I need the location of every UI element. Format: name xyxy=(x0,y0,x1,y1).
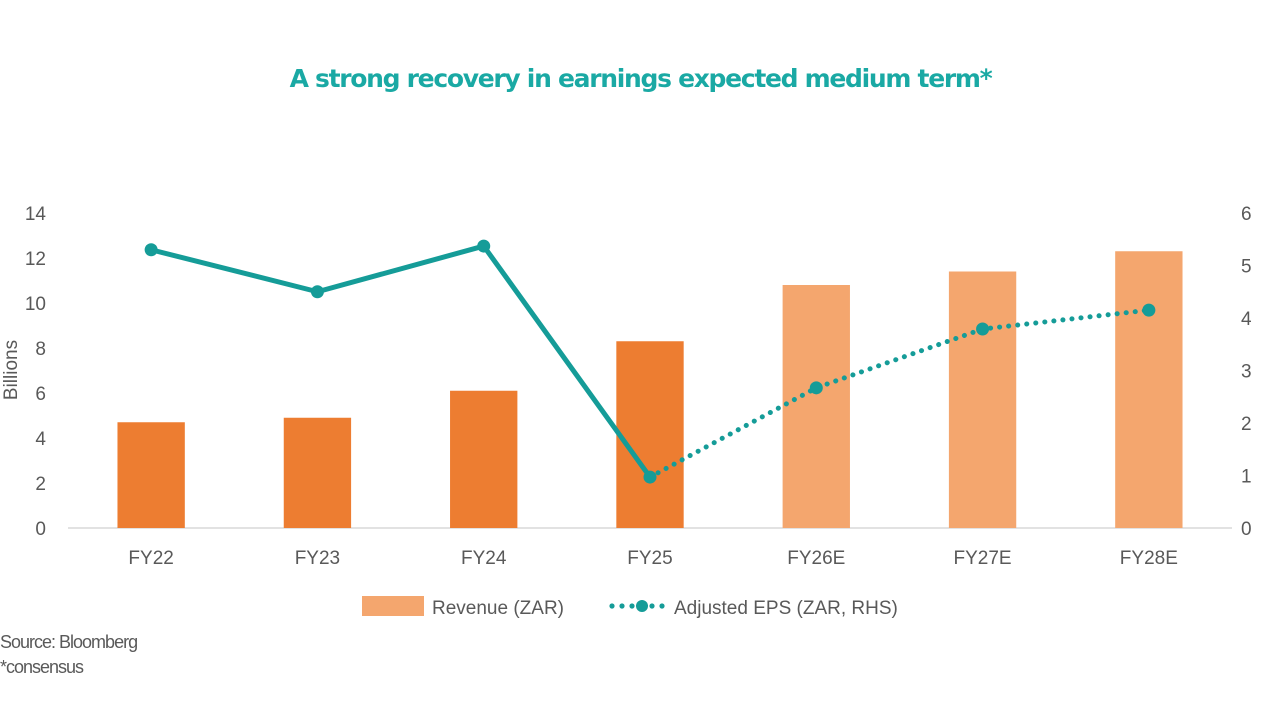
y-tick-label: 0 xyxy=(35,519,46,540)
legend-eps-dot xyxy=(629,603,635,609)
y-tick-label: 8 xyxy=(35,339,46,360)
revenue-bar xyxy=(782,285,850,528)
y-tick-label: 14 xyxy=(25,204,47,225)
eps-point xyxy=(809,381,823,395)
x-tick-label: FY24 xyxy=(461,548,507,569)
y-tick-label: 6 xyxy=(35,384,46,405)
revenue-bar xyxy=(450,390,518,528)
y-tick-label: 2 xyxy=(35,474,46,495)
revenue-bar xyxy=(283,417,352,528)
legend-eps-dot xyxy=(609,603,615,609)
eps-point xyxy=(643,470,657,484)
legend-eps-dot xyxy=(659,603,665,609)
y2-tick-label: 4 xyxy=(1241,309,1252,330)
y-tick-label: 10 xyxy=(25,294,46,315)
y2-tick-label: 2 xyxy=(1241,414,1252,435)
legend: Revenue (ZAR) Adjusted EPS (ZAR, RHS) xyxy=(362,596,898,619)
legend-eps-marker xyxy=(636,600,648,612)
x-tick-label: FY28E xyxy=(1120,548,1178,569)
eps-point xyxy=(310,285,324,299)
eps-line-estimate xyxy=(647,307,1152,480)
legend-eps-dot xyxy=(649,603,655,609)
eps-point xyxy=(144,243,158,257)
y2-tick-label: 1 xyxy=(1241,467,1252,488)
y2-tick-label: 3 xyxy=(1241,362,1252,383)
revenue-bar xyxy=(616,341,684,528)
source-note: Source: Bloomberg *consensus xyxy=(0,630,138,680)
y-axis-label: Billions xyxy=(1,340,22,400)
x-tick-label: FY26E xyxy=(787,548,845,569)
x-tick-label: FY22 xyxy=(128,548,173,569)
consensus-note: *consensus xyxy=(0,657,84,677)
chart-title: A strong recovery in earnings expected m… xyxy=(289,64,993,93)
eps-line-series xyxy=(144,239,1156,484)
y2-tick-label: 0 xyxy=(1241,519,1252,540)
revenue-bar xyxy=(948,271,1017,528)
revenue-bar xyxy=(1115,251,1183,528)
y-tick-label: 12 xyxy=(25,249,46,270)
eps-point xyxy=(1142,303,1156,317)
legend-label-revenue: Revenue (ZAR) xyxy=(432,598,564,619)
eps-point xyxy=(477,239,491,253)
legend-swatch-eps xyxy=(609,600,665,612)
y-tick-label: 4 xyxy=(35,429,46,450)
y2-tick-label: 5 xyxy=(1241,257,1252,278)
revenue-bars xyxy=(117,251,1183,528)
legend-label-eps: Adjusted EPS (ZAR, RHS) xyxy=(674,598,898,619)
x-axis-ticks: FY22 FY23 FY24 FY25 FY26E FY27E FY28E xyxy=(128,548,1177,569)
eps-point xyxy=(976,322,990,336)
legend-eps-dot xyxy=(619,603,625,609)
y2-tick-label: 6 xyxy=(1241,204,1252,225)
x-tick-label: FY25 xyxy=(627,548,672,569)
legend-swatch-revenue xyxy=(362,596,424,616)
source-text: Source: Bloomberg xyxy=(0,632,138,652)
revenue-bar xyxy=(117,422,185,528)
x-tick-label: FY27E xyxy=(954,548,1012,569)
right-axis: 0 1 2 3 4 5 6 xyxy=(1241,204,1252,540)
eps-line-actual xyxy=(150,243,653,479)
x-tick-label: FY23 xyxy=(295,548,340,569)
left-axis: 0 2 4 6 8 10 12 14 xyxy=(25,204,47,540)
